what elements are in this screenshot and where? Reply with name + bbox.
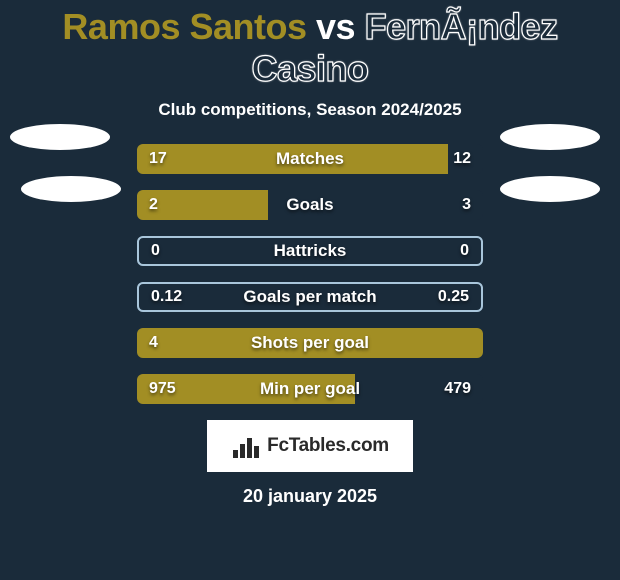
avatar-placeholder [21,176,121,202]
stat-label: Min per goal [137,374,483,404]
stat-row: 975479Min per goal [137,374,483,404]
player1-name: Ramos Santos [62,6,306,47]
brand-badge: FcTables.com [207,420,413,472]
comparison-title: Ramos Santos vs FernÃ¡ndez Casino [0,0,620,90]
stat-row: 4Shots per goal [137,328,483,358]
stat-row: 1712Matches [137,144,483,174]
avatar-placeholder [500,124,600,150]
avatar-placeholder [500,176,600,202]
stat-label: Matches [137,144,483,174]
vs-text: vs [316,6,355,47]
stat-row: 23Goals [137,190,483,220]
date-text: 20 january 2025 [0,486,620,507]
stat-label: Shots per goal [137,328,483,358]
avatar-placeholder [10,124,110,150]
stat-label: Hattricks [139,238,481,264]
brand-text: FcTables.com [267,435,389,457]
stat-label: Goals [137,190,483,220]
subtitle: Club competitions, Season 2024/2025 [0,100,620,120]
stat-label: Goals per match [139,284,481,310]
stat-row: 00Hattricks [137,236,483,266]
stat-row: 0.120.25Goals per match [137,282,483,312]
brand-bars-icon [231,432,263,460]
